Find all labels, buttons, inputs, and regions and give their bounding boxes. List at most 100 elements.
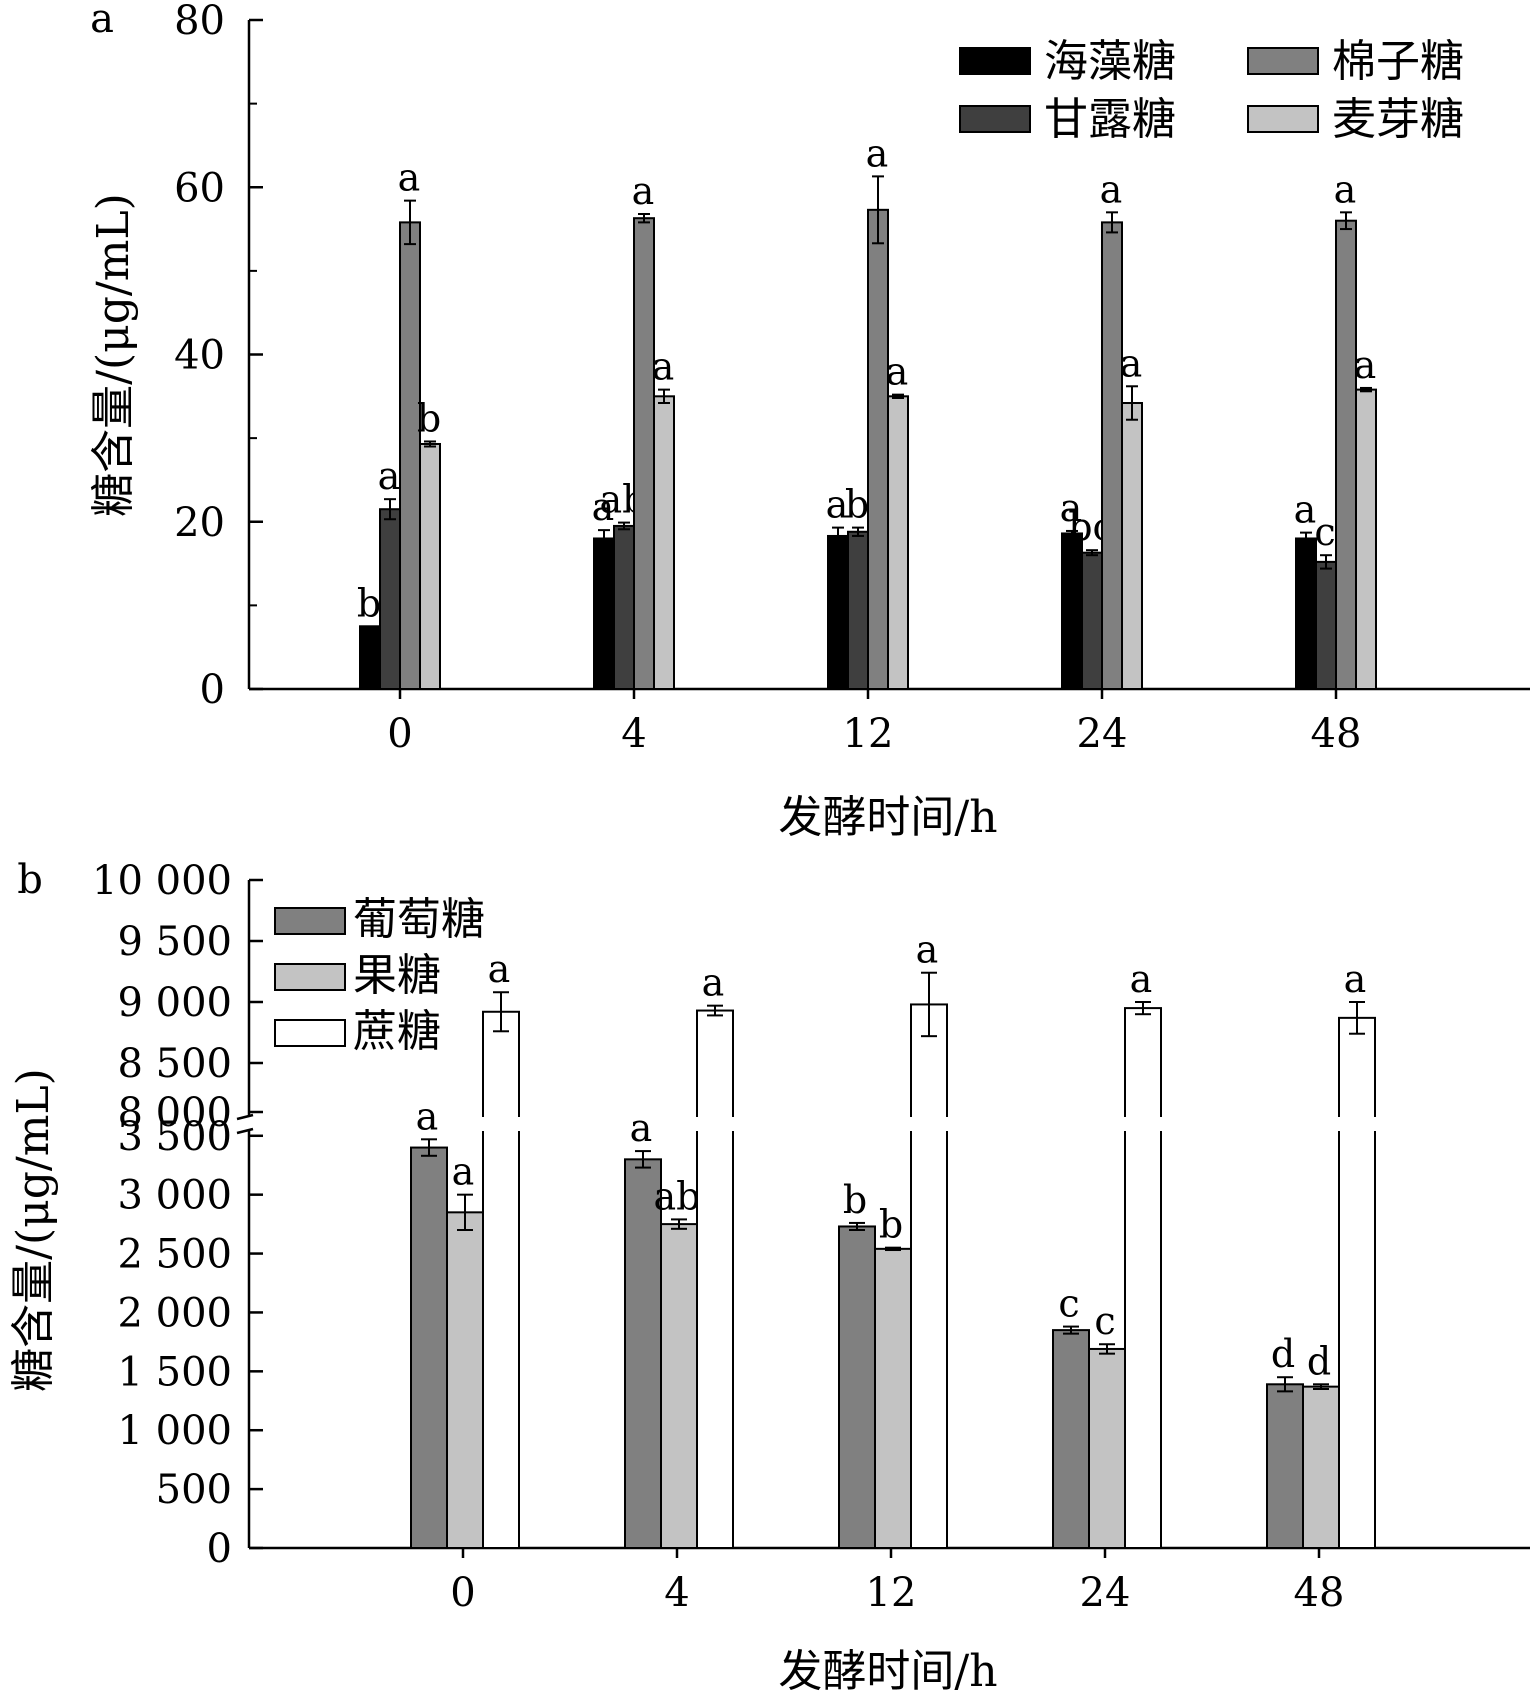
significance-letter: a <box>416 1094 439 1138</box>
panel-label: a <box>90 0 114 42</box>
bar-海藻糖 <box>593 537 615 690</box>
y-axis-title: 糖含量/(μg/mL) <box>8 1068 59 1392</box>
bar-麦芽糖 <box>419 442 441 691</box>
bar-甘露糖 <box>379 508 401 690</box>
bar-棉子糖 <box>633 217 655 690</box>
y-tick-label: 2 500 <box>117 1232 232 1278</box>
significance-letter: a <box>1130 957 1153 1001</box>
bar-break-gap <box>480 1117 522 1131</box>
bar-葡萄糖 <box>1052 1329 1090 1549</box>
bar-蔗糖 <box>1338 1016 1376 1549</box>
bar-果糖 <box>1302 1385 1340 1549</box>
y-tick-label: 80 <box>174 0 225 44</box>
legend-swatch-棉子糖 <box>1247 47 1319 75</box>
y-tick-label: 3 500 <box>117 1114 232 1160</box>
bar-break-gap <box>694 1117 736 1131</box>
y-tick-label: 0 <box>200 667 225 713</box>
x-tick-label: 24 <box>1080 1570 1131 1616</box>
significance-letter: a <box>1060 486 1083 530</box>
significance-letter: a <box>1294 488 1317 532</box>
legend-label: 麦芽糖 <box>1332 94 1464 145</box>
significance-letter: a <box>826 483 849 527</box>
bar-海藻糖 <box>1061 532 1083 691</box>
legend-label: 甘露糖 <box>1044 94 1176 145</box>
significance-letter: a <box>1100 167 1123 211</box>
y-tick-label: 20 <box>174 500 225 546</box>
bar-果糖 <box>1088 1347 1126 1550</box>
bar-果糖 <box>874 1247 912 1550</box>
significance-letter: a <box>1354 343 1377 387</box>
y-axis-title: 糖含量/(μg/mL) <box>88 193 139 517</box>
bar-麦芽糖 <box>1355 388 1377 690</box>
axis-break-mark <box>236 1113 254 1121</box>
x-tick-label: 4 <box>664 1570 689 1616</box>
significance-letter: a <box>630 1106 653 1150</box>
significance-letter: a <box>452 1150 475 1194</box>
y-tick-label: 1 500 <box>117 1349 232 1395</box>
x-tick-label: 24 <box>1077 711 1128 757</box>
y-tick-label: 9 500 <box>117 919 232 965</box>
x-tick-label: 12 <box>866 1570 917 1616</box>
legend-label: 棉子糖 <box>1332 36 1464 87</box>
x-tick-label: 48 <box>1311 711 1362 757</box>
axis-break-mark <box>236 1127 254 1135</box>
bar-海藻糖 <box>827 534 849 690</box>
bar-葡萄糖 <box>838 1225 876 1549</box>
y-tick-label: 8 500 <box>117 1041 232 1087</box>
significance-letter: a <box>398 156 421 200</box>
significance-letter: a <box>1334 167 1357 211</box>
significance-letter: c <box>1314 510 1335 554</box>
bar-葡萄糖 <box>1266 1383 1304 1550</box>
bar-蔗糖 <box>1124 1007 1162 1549</box>
bar-果糖 <box>446 1211 484 1550</box>
x-tick-label: 12 <box>843 711 894 757</box>
bar-蔗糖 <box>696 1009 734 1549</box>
significance-letter: a <box>378 454 401 498</box>
significance-letter: b <box>879 1203 903 1247</box>
significance-letter: b <box>357 581 381 625</box>
bar-麦芽糖 <box>1121 402 1143 690</box>
bar-蔗糖 <box>482 1010 520 1549</box>
significance-letter: a <box>592 485 615 529</box>
significance-letter: a <box>1120 341 1143 385</box>
bar-果糖 <box>660 1223 698 1549</box>
significance-letter: c <box>1058 1282 1079 1326</box>
bar-海藻糖 <box>1295 537 1317 690</box>
significance-letter: d <box>1307 1339 1331 1383</box>
y-tick-label: 0 <box>207 1526 232 1572</box>
legend-label: 果糖 <box>353 950 441 1001</box>
bar-棉子糖 <box>867 208 889 691</box>
significance-letter: a <box>488 947 511 991</box>
x-tick-label: 48 <box>1294 1570 1345 1616</box>
x-axis-title: 发酵时间/h <box>778 792 997 843</box>
legend-swatch-葡萄糖 <box>274 907 346 935</box>
significance-letter: a <box>886 350 909 394</box>
x-tick-label: 4 <box>621 711 646 757</box>
significance-letter: ab <box>654 1174 701 1218</box>
bar-棉子糖 <box>399 221 421 690</box>
y-tick-label: 3 000 <box>117 1173 232 1219</box>
significance-letter: c <box>1094 1299 1115 1343</box>
bar-蔗糖 <box>910 1003 948 1549</box>
x-tick-label: 0 <box>387 711 412 757</box>
x-tick-label: 0 <box>450 1570 475 1616</box>
bar-海藻糖 <box>359 625 381 690</box>
bar-棉子糖 <box>1335 219 1357 690</box>
y-tick-label: 40 <box>174 333 225 379</box>
bar-麦芽糖 <box>887 395 909 690</box>
bar-麦芽糖 <box>653 395 675 690</box>
y-tick-label: 8 000 <box>117 1090 232 1136</box>
legend-label: 海藻糖 <box>1044 36 1176 87</box>
y-tick-label: 10 000 <box>92 858 232 904</box>
x-axis-title: 发酵时间/h <box>778 1646 997 1691</box>
legend-swatch-甘露糖 <box>959 105 1031 133</box>
legend-label: 蔗糖 <box>353 1006 441 1057</box>
significance-letter: a <box>866 131 889 175</box>
significance-letter: a <box>632 169 655 213</box>
bar-甘露糖 <box>613 524 635 691</box>
bar-break-gap <box>1336 1117 1378 1131</box>
y-tick-label: 60 <box>174 165 225 211</box>
